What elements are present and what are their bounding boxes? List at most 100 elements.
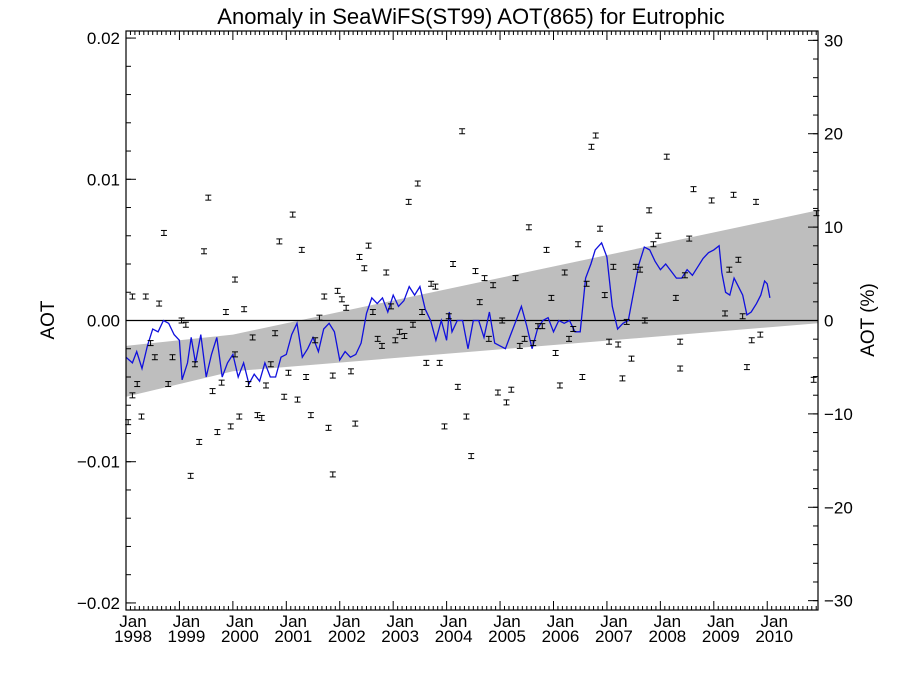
anomaly-point [254, 412, 261, 419]
y2-axis-label: AOT (%) [858, 283, 879, 357]
anomaly-point [329, 372, 336, 379]
anomaly-point [218, 379, 225, 386]
anomaly-point [289, 211, 296, 218]
anomaly-point [481, 275, 488, 282]
anomaly-point [405, 198, 412, 205]
anomaly-point [628, 355, 635, 362]
anomaly-point [294, 396, 301, 403]
anomaly-point [623, 318, 630, 325]
x-tick-label-year: 2000 [221, 627, 259, 646]
anomaly-point [428, 280, 435, 287]
anomaly-point [677, 365, 684, 372]
anomaly-point [646, 207, 653, 214]
anomaly-point [160, 229, 167, 236]
trend-band [126, 210, 818, 397]
anomaly-point [521, 335, 528, 342]
anomaly-point [378, 342, 385, 349]
anomaly-point [499, 317, 506, 324]
anomaly-point [615, 341, 622, 348]
anomaly-point [196, 438, 203, 445]
anomaly-point [561, 269, 568, 276]
x-tick-label-month: Jan [547, 612, 574, 631]
x-tick-label-month: Jan [654, 612, 681, 631]
anomaly-point [356, 253, 363, 260]
anomaly-point [182, 321, 189, 328]
anomaly-point [556, 382, 563, 389]
anomaly-point [156, 300, 163, 307]
anomaly-point [205, 194, 212, 201]
y-tick-label: 0.00 [87, 312, 120, 331]
y2-tick-label: 30 [824, 31, 843, 50]
anomaly-point [655, 232, 662, 239]
anomaly-point [735, 256, 742, 263]
anomaly-point [436, 359, 443, 366]
anomaly-point [485, 335, 492, 342]
anomaly-point [249, 334, 256, 341]
x-tick-label-month: Jan [493, 612, 520, 631]
x-tick-label-month: Jan [386, 612, 413, 631]
x-tick-label-year: 2002 [328, 627, 366, 646]
chart-title: Anomaly in SeaWiFS(ST99) AOT(865) for Eu… [217, 4, 724, 29]
anomaly-point [619, 375, 626, 382]
anomaly-point [677, 338, 684, 345]
anomaly-point [325, 424, 332, 431]
anomaly-point [245, 381, 252, 388]
anomaly-point [232, 351, 239, 358]
anomaly-point [272, 330, 279, 337]
x-tick-label-month: Jan [173, 612, 200, 631]
anomaly-point [450, 261, 457, 268]
anomaly-point [129, 293, 136, 300]
anomaly-point [191, 361, 198, 368]
anomaly-point [722, 310, 729, 317]
anomaly-point [539, 323, 546, 330]
anomaly-point [222, 309, 229, 316]
y2-tick-label: −10 [824, 405, 853, 424]
anomaly-point [369, 309, 376, 316]
x-tick-label-month: Jan [600, 612, 627, 631]
anomaly-point [606, 338, 613, 345]
x-tick-label-year: 2004 [435, 627, 473, 646]
anomaly-point [575, 241, 582, 248]
anomaly-point [739, 313, 746, 320]
anomaly-point [236, 413, 243, 420]
anomaly-point [810, 376, 817, 383]
anomaly-point [365, 242, 372, 249]
y-tick-label: 0.02 [87, 29, 120, 48]
anomaly-point [672, 294, 679, 301]
anomaly-point [468, 453, 475, 460]
anomaly-point [147, 340, 154, 347]
anomaly-point [726, 266, 733, 273]
x-tick-label-year: 1998 [114, 627, 152, 646]
anomaly-point [525, 224, 532, 231]
anomaly-point [281, 393, 288, 400]
x-tick-label-month: Jan [119, 612, 146, 631]
anomaly-point [343, 304, 350, 311]
anomaly-point [610, 263, 617, 270]
x-tick-label-year: 2010 [755, 627, 793, 646]
anomaly-point [503, 399, 510, 406]
anomaly-point [592, 132, 599, 139]
x-tick-label-year: 1999 [168, 627, 206, 646]
y2-tick-label: 20 [824, 125, 843, 144]
anomaly-point [681, 272, 688, 279]
anomaly-point [276, 238, 283, 245]
anomaly-point [409, 321, 416, 328]
anomaly-point [209, 388, 216, 395]
anomaly-point [232, 276, 239, 283]
anomaly-point [583, 280, 590, 287]
anomaly-point [743, 364, 750, 371]
anomaly-point [441, 423, 448, 430]
anomaly-point [352, 420, 359, 427]
anomaly-point [401, 333, 408, 340]
anomaly-point [686, 235, 693, 242]
anomaly-point [334, 287, 341, 294]
anomaly-point [543, 246, 550, 253]
anomaly-point [298, 246, 305, 253]
anomaly-point [201, 248, 208, 255]
anomaly-point [565, 335, 572, 342]
anomaly-point [730, 191, 737, 198]
x-tick-label-year: 2001 [274, 627, 312, 646]
x-tick-label-month: Jan [280, 612, 307, 631]
anomaly-point [454, 383, 461, 390]
anomaly-point [423, 359, 430, 366]
